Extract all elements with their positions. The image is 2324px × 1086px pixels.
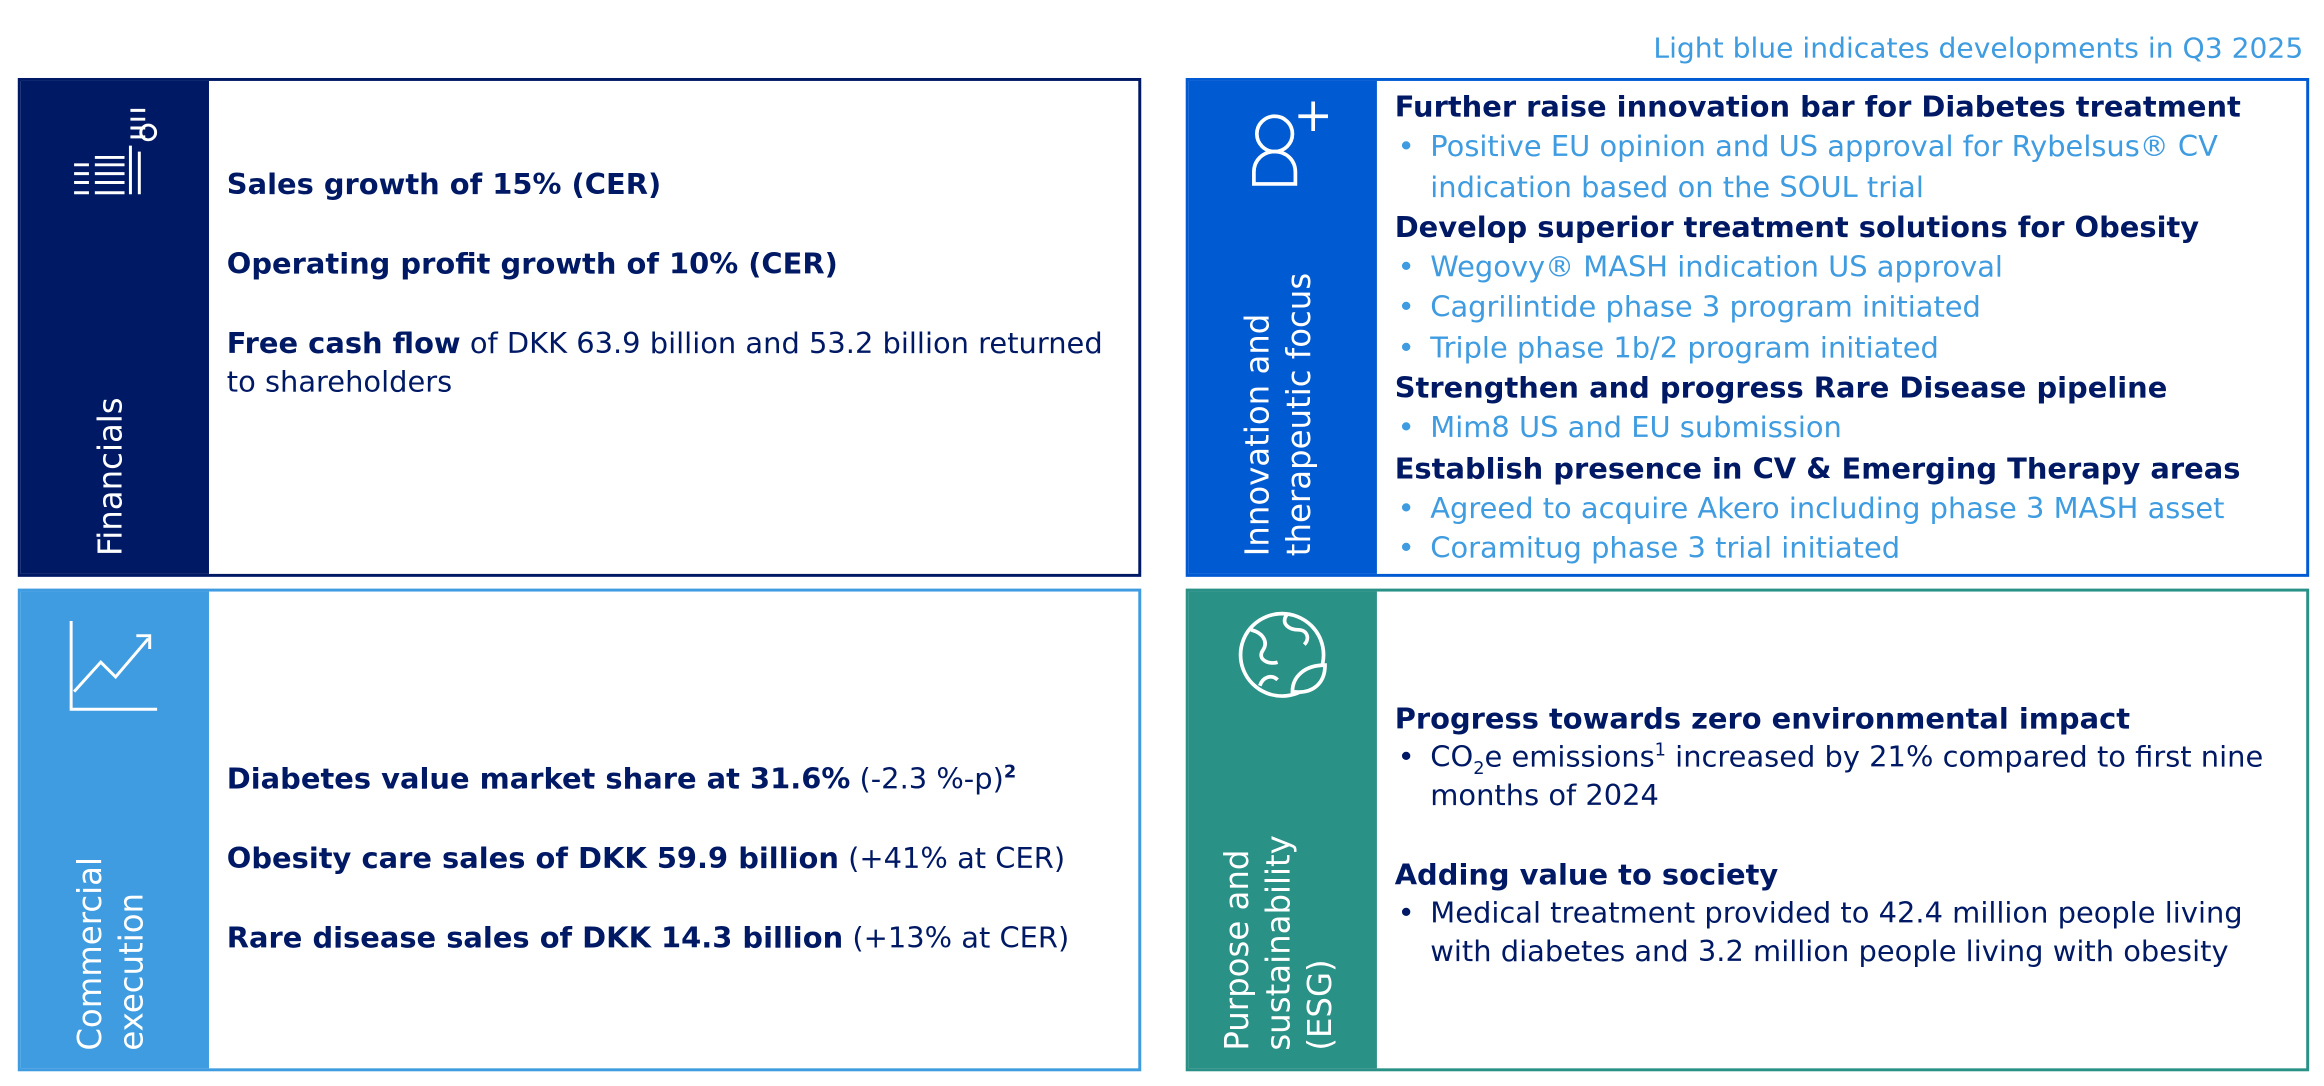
kpi: Free cash flow of DKK 63.9 billion and 5… xyxy=(227,324,1121,401)
kpi: Sales growth of 15% (CER) xyxy=(226,167,662,201)
heading: Further raise innovation bar for Diabete… xyxy=(1394,89,2241,124)
heading: Progress towards zero environmental impa… xyxy=(1394,701,2131,736)
content: Diabetes value market share at 31.6% (-2… xyxy=(209,592,1138,1069)
section-label: Commercial execution xyxy=(72,857,152,1051)
sidebar: Purpose and sustainability (ESG) xyxy=(1188,591,1377,1069)
sidebar: Innovation and therapeutic focus xyxy=(1188,80,1377,574)
icon xyxy=(1252,101,1328,186)
innovation-panel: Innovation and therapeutic focus Further… xyxy=(1185,77,2310,577)
kpi: Operating profit growth of 10% (CER) xyxy=(226,246,838,281)
kpi: Diabetes value market share at 31.6% (-2… xyxy=(227,761,1121,799)
kpi-text: of DKK 63.9 billion and 53.2 billion ret… xyxy=(226,325,1103,399)
kpi-text: (-2.3 %-p) xyxy=(850,762,1004,797)
financials-panel: Financials Sales growth of 15% (CER) Ope… xyxy=(17,77,1142,577)
kpi-text: (+41% at CER) xyxy=(838,841,1066,876)
bullet: Positive EU opinion and US approval for … xyxy=(1395,127,2289,207)
section-label: Purpose and sustainability (ESG) xyxy=(1219,835,1340,1051)
content: Progress towards zero environmental impa… xyxy=(1377,592,2306,1069)
heading: Strengthen and progress Rare Disease pip… xyxy=(1394,370,2168,405)
subscript: 2 xyxy=(1473,757,1485,779)
heading: Establish presence in CV & Emerging Ther… xyxy=(1394,451,2241,486)
kpi-bold: Obesity care sales of DKK 59.9 billion xyxy=(226,841,839,876)
bullet: Coramitug phase 3 trial initiated xyxy=(1395,529,2289,570)
bullet: Wegovy® MASH indication US approval xyxy=(1395,247,2289,288)
heading: Develop superior treatment solutions for… xyxy=(1394,210,2200,245)
bullet: Mim8 US and EU submission xyxy=(1395,408,2289,449)
sidebar: Commercial execution xyxy=(20,591,209,1069)
text: CO xyxy=(1430,740,1474,775)
footnote-ref: 1 xyxy=(1654,739,1666,761)
kpi-bold: Free cash flow xyxy=(226,325,461,360)
bullet: Agreed to acquire Akero including phase … xyxy=(1395,489,2289,530)
footnote-ref: 2 xyxy=(1003,761,1017,783)
sidebar: Financials xyxy=(20,80,209,574)
kpi: Rare disease sales of DKK 14.3 billion (… xyxy=(227,920,1121,958)
bullet: Triple phase 1b/2 program initiated xyxy=(1395,328,2289,369)
kpi-text: (+13% at CER) xyxy=(843,921,1070,956)
content: Sales growth of 15% (CER) Operating prof… xyxy=(209,81,1138,574)
kpi-bold: Rare disease sales of DKK 14.3 billion xyxy=(226,921,844,956)
section-label: Innovation and therapeutic focus xyxy=(1240,272,1320,557)
text: increased by 21% compared to first nine … xyxy=(1430,740,2264,813)
icon xyxy=(1238,611,1327,698)
section-label: Financials xyxy=(93,397,131,557)
legend-note: Light blue indicates developments in Q3 … xyxy=(1653,32,2304,65)
kpi: Obesity care sales of DKK 59.9 billion (… xyxy=(227,840,1121,878)
bullet: CO2e emissions1 increased by 21% compare… xyxy=(1395,739,2289,816)
bullet: Medical treatment provided to 42.4 milli… xyxy=(1395,895,2289,972)
content: Further raise innovation bar for Diabete… xyxy=(1377,81,2306,574)
text: e emissions xyxy=(1484,740,1655,775)
icon xyxy=(74,108,158,195)
kpi-bold: Diabetes value market share at 31.6% xyxy=(226,762,851,797)
commercial-panel: Commercial execution Diabetes value mark… xyxy=(17,588,1142,1072)
icon xyxy=(69,620,158,711)
bullet: Cagrilintide phase 3 program initiated xyxy=(1395,288,2289,329)
heading: Adding value to society xyxy=(1394,857,1779,892)
purpose-panel: Purpose and sustainability (ESG) Progres… xyxy=(1185,588,2310,1072)
